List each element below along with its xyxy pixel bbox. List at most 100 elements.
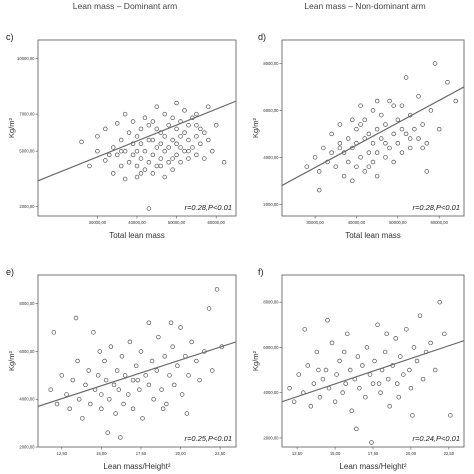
data-point	[410, 413, 415, 418]
data-point	[395, 141, 401, 146]
data-point	[391, 131, 396, 137]
data-point	[110, 171, 116, 176]
data-point	[178, 145, 183, 150]
data-point	[130, 377, 136, 383]
data-point	[302, 327, 308, 332]
y-tick-label: 10000,00	[17, 56, 35, 61]
data-point	[358, 103, 363, 108]
data-point	[314, 349, 320, 355]
panel-letter: d)	[258, 32, 266, 42]
data-point	[391, 103, 396, 108]
data-point	[118, 163, 124, 169]
data-point	[122, 111, 128, 117]
data-point	[108, 344, 114, 349]
data-point	[186, 156, 191, 161]
data-point	[158, 141, 164, 146]
data-point	[206, 104, 211, 109]
data-point	[206, 137, 211, 143]
y-axis-label: Kg/m²	[251, 351, 260, 372]
data-point	[221, 160, 227, 165]
data-point	[186, 373, 191, 378]
data-point	[411, 345, 417, 350]
data-point	[337, 122, 343, 127]
data-point	[80, 416, 85, 421]
data-point	[162, 353, 167, 359]
fit-line	[282, 86, 464, 187]
data-point	[366, 131, 372, 137]
stat-annotation: r=0.24,P<0.01	[412, 434, 460, 443]
data-point	[146, 122, 152, 128]
data-point	[383, 141, 388, 146]
data-point	[107, 152, 112, 158]
data-point	[138, 349, 144, 354]
data-point	[198, 126, 203, 132]
data-point	[166, 122, 171, 128]
data-point	[213, 122, 219, 128]
data-point	[312, 155, 318, 160]
data-point	[140, 416, 145, 421]
data-point	[150, 119, 156, 124]
data-point	[48, 387, 53, 392]
data-point	[350, 117, 355, 123]
data-point	[133, 363, 139, 369]
data-point	[337, 141, 343, 146]
data-point	[174, 152, 179, 158]
x-tick-label: 22,50	[215, 451, 226, 456]
data-point	[178, 160, 183, 165]
y-tick-label: 6000,00	[263, 108, 279, 113]
x-tick-label: 40000,00	[128, 220, 146, 225]
data-point	[420, 376, 426, 382]
data-point	[370, 381, 376, 386]
data-point	[162, 148, 167, 154]
data-point	[194, 358, 199, 364]
y-tick-label: 7000,00	[19, 112, 35, 117]
data-point	[70, 377, 76, 383]
data-point	[350, 178, 355, 184]
data-point	[382, 349, 388, 355]
data-point	[146, 206, 152, 211]
data-point	[138, 171, 144, 176]
data-point	[408, 385, 414, 391]
data-point	[54, 401, 60, 407]
data-point	[138, 126, 144, 132]
data-point	[130, 406, 136, 412]
stat-annotation: r=0.28,P<0.01	[412, 203, 460, 212]
data-point	[387, 98, 392, 104]
y-tick-label: 2000,00	[19, 445, 35, 450]
data-point	[170, 137, 175, 143]
data-point	[404, 327, 409, 332]
data-point	[138, 156, 144, 161]
data-point	[316, 169, 322, 174]
data-point	[345, 159, 351, 165]
data-point	[329, 150, 334, 155]
panel-letter: f)	[258, 267, 264, 277]
data-point	[146, 382, 152, 388]
scatter-panel-c: c) 30000,00 40000,00 50000,00 60000,00 2000,0…	[6, 32, 237, 240]
y-tick-label: 8000,00	[19, 301, 35, 306]
data-point	[170, 167, 175, 172]
data-point	[149, 358, 155, 364]
data-point	[126, 392, 131, 397]
data-point	[416, 136, 421, 141]
data-point	[374, 126, 380, 132]
data-point	[110, 145, 116, 150]
data-point	[358, 122, 363, 127]
plot-area	[281, 274, 465, 448]
data-point	[202, 130, 207, 135]
data-point	[206, 306, 212, 311]
data-point	[399, 126, 405, 132]
fit-line	[38, 100, 236, 182]
x-tick-label: 20,00	[406, 451, 417, 456]
scatter-panel-f: f) 12,50 15,00 17,50 20,00 22,50 2000,00 4000,0…	[251, 267, 465, 471]
data-point	[118, 148, 124, 154]
data-point	[391, 159, 396, 165]
y-axis-label: Kg/m²	[251, 118, 260, 139]
data-point	[86, 368, 91, 373]
data-point	[323, 367, 329, 373]
fit-line	[282, 340, 464, 403]
data-point	[424, 141, 430, 146]
data-point	[182, 108, 187, 113]
data-point	[316, 187, 322, 193]
data-point	[105, 430, 110, 435]
data-point	[162, 174, 167, 180]
